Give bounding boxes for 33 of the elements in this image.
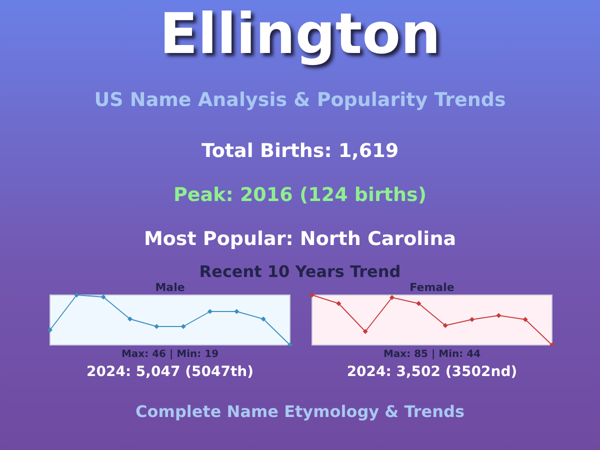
text: Max: 46 | Min: 19: [120, 349, 220, 360]
point: [74, 292, 80, 298]
text: Total Births: 1,619: [200, 140, 400, 162]
point: [128, 316, 132, 322]
point: [416, 301, 422, 306]
text: Recent 10 Years Trend: [198, 262, 402, 281]
point: [180, 324, 186, 329]
point: [336, 301, 342, 306]
point: [390, 295, 394, 300]
point: [496, 313, 502, 318]
text: Ellington: [158, 2, 442, 67]
point: [260, 316, 266, 322]
point: [234, 309, 240, 314]
point: [288, 342, 292, 346]
point: [48, 328, 52, 332]
text: Most Popular: North Carolina: [142, 228, 458, 250]
text: Peak: 2016 (124 births): [172, 184, 428, 206]
point: [100, 294, 106, 300]
text: 2024: 5,047 (5047th): [85, 364, 254, 380]
chart-title: Female: [410, 281, 454, 294]
point: [470, 317, 474, 322]
point: [362, 329, 368, 334]
point: [310, 292, 314, 298]
point: [550, 342, 554, 346]
point: [208, 309, 212, 314]
chart-title: Male: [155, 281, 185, 294]
text: Max: 85 | Min: 44: [382, 349, 482, 360]
point: [442, 323, 448, 328]
point: [154, 324, 160, 329]
text: Complete Name Etymology & Trends: [134, 402, 466, 421]
text: US Name Analysis & Popularity Trends: [93, 89, 507, 111]
point: [522, 317, 528, 322]
text: 2024: 3,502 (3502nd): [346, 364, 518, 380]
